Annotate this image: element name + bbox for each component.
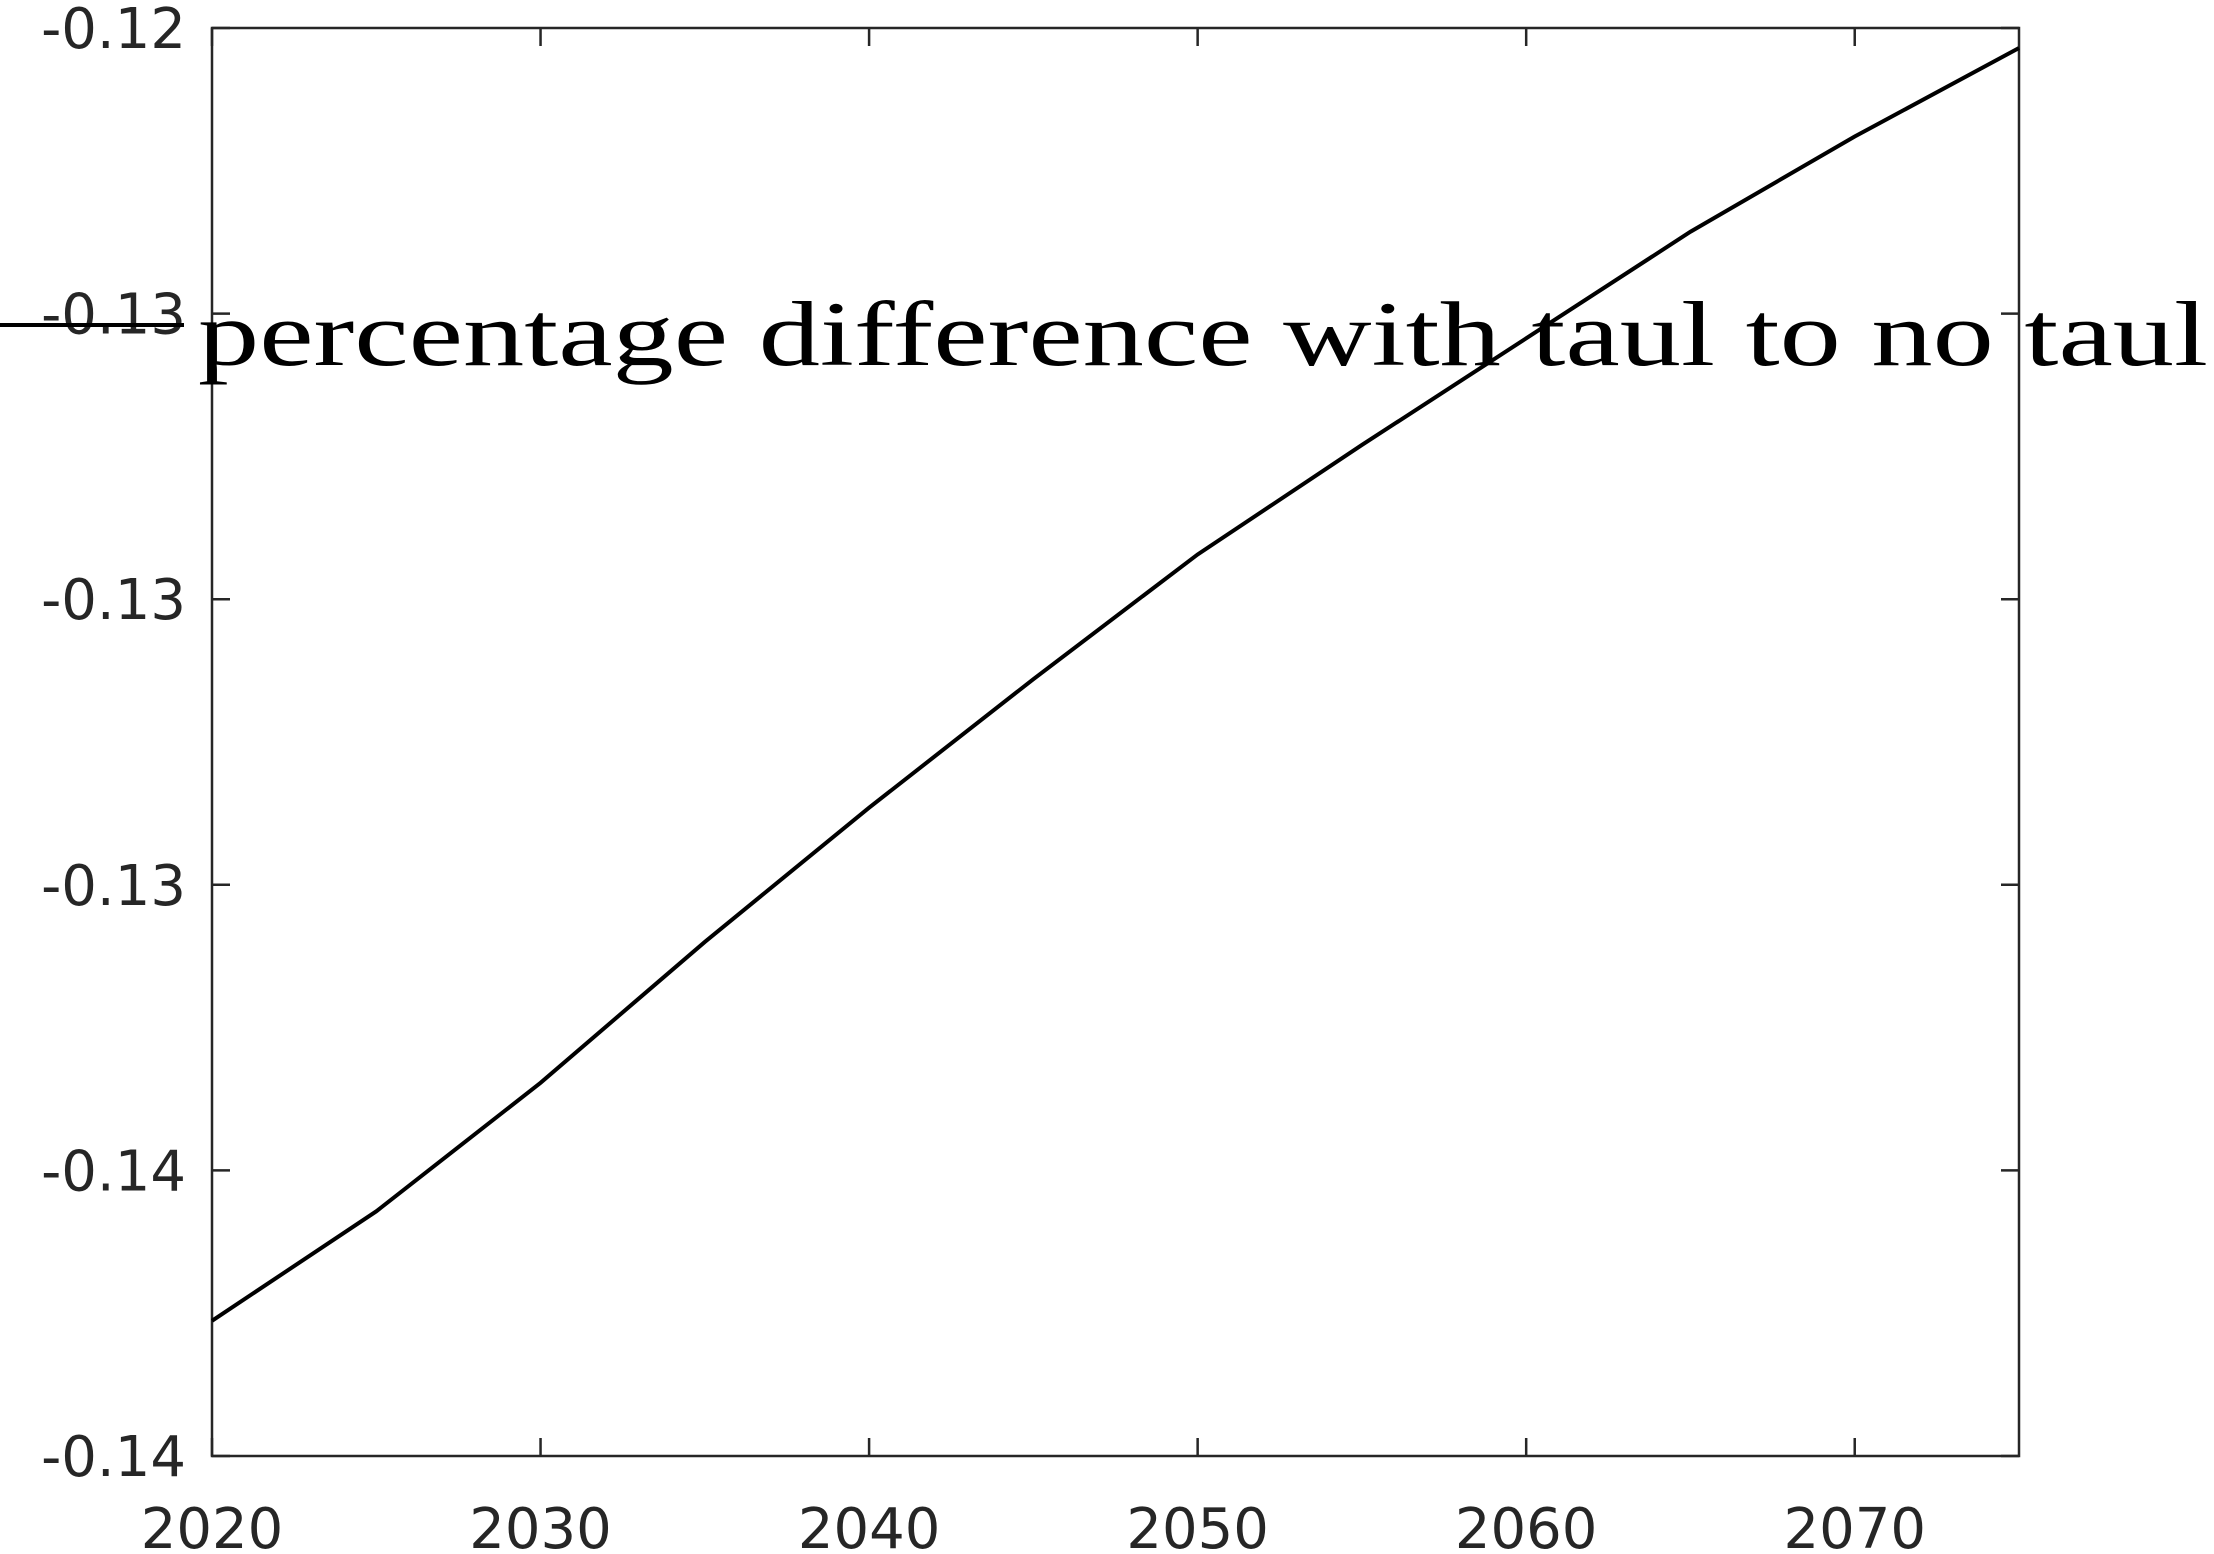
x-tick-label: 2020 bbox=[141, 1497, 284, 1554]
plot-area bbox=[210, 26, 2021, 1458]
x-tick-label: 2030 bbox=[469, 1497, 612, 1554]
legend-label: percentage difference with taul to no ta… bbox=[198, 283, 2208, 385]
y-tick-label: -0.12 bbox=[41, 0, 186, 62]
y-tick-label: -0.14 bbox=[41, 1139, 186, 1204]
x-tick-label: 2050 bbox=[1126, 1497, 1269, 1554]
x-tick-label: 2070 bbox=[1783, 1497, 1926, 1554]
y-tick-label: -0.13 bbox=[41, 854, 186, 919]
x-tick-label: 2060 bbox=[1455, 1497, 1598, 1554]
y-tick-label: -0.13 bbox=[41, 568, 186, 633]
y-tick-label: -0.13 bbox=[41, 283, 186, 348]
x-tick-label: 2040 bbox=[798, 1497, 941, 1554]
line bbox=[210, 46, 2020, 1323]
y-tick-label: -0.14 bbox=[41, 1425, 186, 1490]
